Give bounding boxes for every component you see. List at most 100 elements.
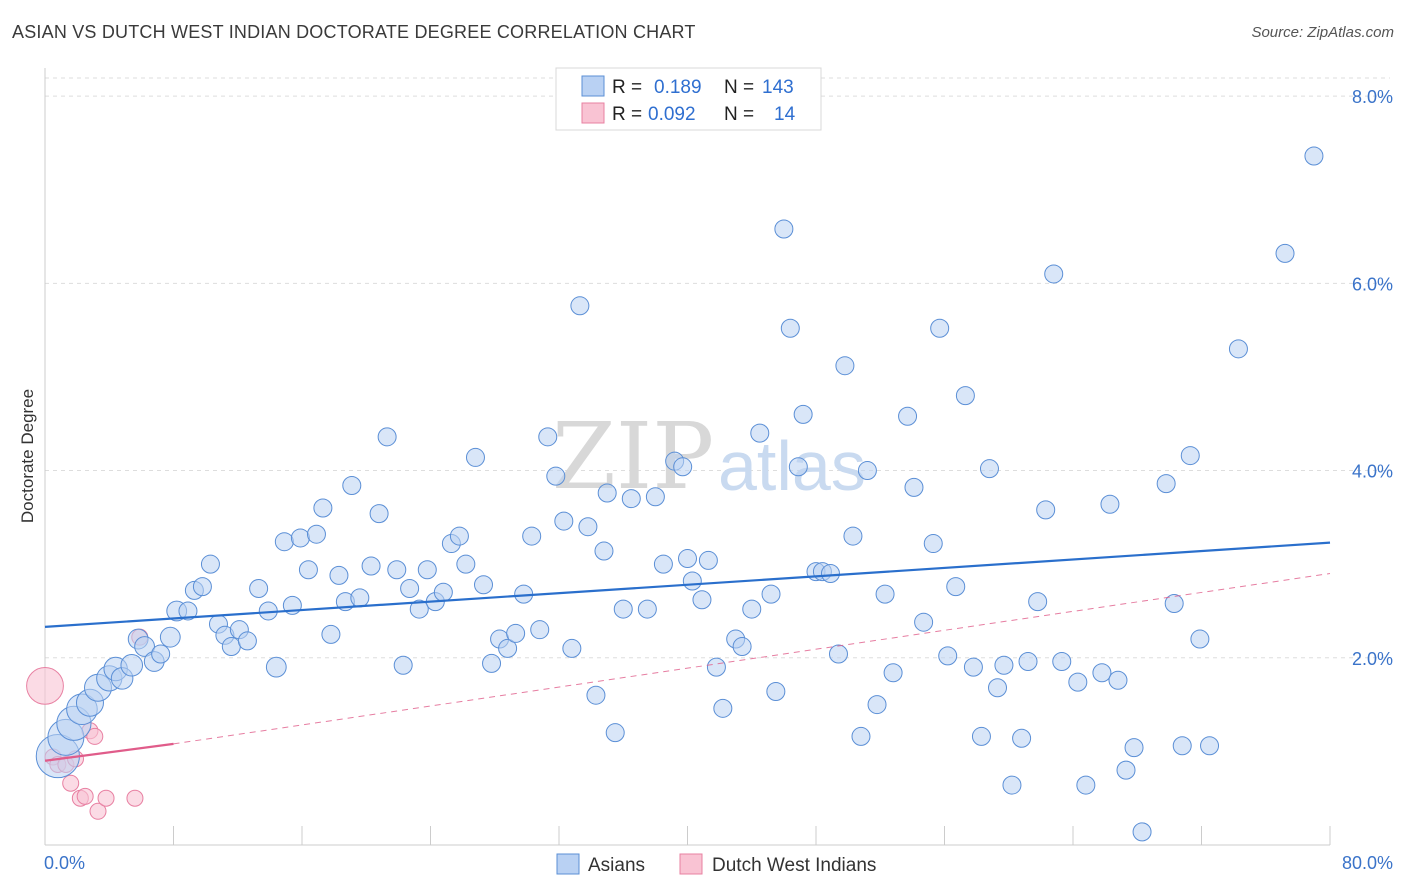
asians-point — [586, 685, 606, 705]
asians-point — [159, 626, 181, 648]
stats-legend: R = 0.189 N = 143 R = 0.092 N = 14 — [555, 67, 822, 131]
series-legend-swatch-dutch-west-indians — [679, 853, 703, 875]
legend-r-value-asians: 0.189 — [654, 77, 702, 98]
asians-point — [538, 427, 558, 447]
asians-point — [377, 427, 397, 447]
asians-point — [134, 636, 155, 657]
series-legend-label-dutch-west-indians: Dutch West Indians — [712, 855, 876, 876]
y-tick-label: 6.0% — [1352, 274, 1393, 294]
asians-point — [237, 631, 257, 651]
asians-point — [1108, 670, 1128, 690]
legend-n-value-dutch-west-indians: 14 — [774, 104, 796, 125]
asians-point — [290, 528, 310, 548]
asians-point — [923, 534, 943, 554]
asians-point — [1275, 243, 1295, 263]
legend-swatch-asians — [581, 75, 605, 97]
asians-point — [761, 584, 781, 604]
asians-point — [200, 554, 220, 574]
asians-point — [369, 504, 389, 524]
asians-point — [1156, 474, 1176, 494]
asians-point — [1164, 593, 1184, 613]
asians-point — [621, 489, 641, 509]
asians-point — [857, 461, 877, 481]
asians-point — [979, 459, 999, 479]
asians-point — [867, 695, 887, 715]
asians-point — [766, 681, 786, 701]
series-legend-swatch-asians — [556, 853, 580, 875]
asians-point — [930, 318, 950, 338]
asians-point — [828, 644, 848, 664]
asians-points — [35, 146, 1324, 842]
asians-point — [342, 476, 362, 496]
y-tick-label: 4.0% — [1352, 462, 1393, 482]
asians-point — [713, 698, 733, 718]
asians-point — [597, 483, 617, 503]
asians-point — [1172, 736, 1192, 756]
asians-point — [409, 599, 429, 619]
gridlines — [45, 77, 1390, 659]
asians-point — [1200, 736, 1220, 756]
legend-n-label-asians: N = — [724, 77, 754, 98]
asians-point — [120, 653, 144, 677]
dutch-west-indians-point — [97, 789, 115, 807]
asians-point — [1304, 146, 1324, 166]
asians-point — [178, 601, 198, 621]
asians-point — [506, 623, 526, 643]
asians-point — [554, 511, 574, 531]
asians-point — [400, 578, 420, 598]
asians-point — [313, 498, 333, 518]
asians-point — [1116, 760, 1136, 780]
asians-point — [1228, 339, 1248, 359]
asians-point — [946, 577, 966, 597]
asians-point — [780, 318, 800, 338]
dutch-west-indians-point — [86, 727, 104, 745]
chart-title: ASIAN VS DUTCH WEST INDIAN DOCTORATE DEG… — [12, 22, 696, 42]
asians-point — [1132, 822, 1152, 842]
asians-point — [329, 565, 349, 585]
asians-point — [605, 723, 625, 743]
asians-point — [938, 646, 958, 666]
asians-point — [298, 560, 318, 580]
asians-point — [350, 588, 370, 608]
dutch-west-indians-point — [89, 802, 107, 820]
asians-point — [482, 653, 502, 673]
asians-point — [474, 575, 494, 595]
asians-point — [955, 386, 975, 406]
asians-point — [249, 578, 269, 598]
asians-point — [750, 423, 770, 443]
legend-n-value-asians: 143 — [762, 77, 794, 98]
asians-point — [851, 726, 871, 746]
asians-point — [678, 549, 697, 569]
asians-point — [904, 477, 924, 497]
asians-point — [1018, 652, 1038, 672]
y-axis-title: Doctorate Degree — [18, 389, 37, 523]
legend-r-label-asians: R = — [612, 77, 642, 98]
x-tick-label: 0.0% — [44, 853, 85, 873]
source-label: Source: ZipAtlas.com — [1251, 24, 1394, 41]
x-tick-labels: 0.0% 80.0% — [44, 853, 1393, 873]
asians-point — [570, 296, 590, 316]
asians-point — [151, 644, 171, 664]
series-legend: Asians Dutch West Indians — [556, 853, 876, 876]
asians-point — [530, 620, 550, 640]
asians-point — [1036, 500, 1056, 520]
asians-point — [449, 526, 469, 546]
dutch-west-indians-point — [62, 774, 80, 792]
asians-point — [793, 404, 813, 424]
asians-point — [1002, 775, 1022, 795]
y-tick-label: 8.0% — [1352, 87, 1393, 107]
asians-point — [682, 571, 702, 591]
x-tick-label: 80.0% — [1342, 853, 1393, 873]
asians-point — [914, 612, 934, 632]
asians-point — [788, 457, 808, 477]
asians-point — [1052, 652, 1072, 672]
asians-point — [1012, 728, 1032, 748]
asians-point — [732, 637, 752, 657]
asians-point — [637, 599, 657, 619]
asians-point — [1068, 672, 1088, 692]
dutch-west-indians-trend-extension — [173, 573, 1331, 745]
asians-point — [221, 637, 241, 657]
dutch-west-indians-point — [26, 666, 64, 705]
asians-point — [883, 663, 903, 683]
